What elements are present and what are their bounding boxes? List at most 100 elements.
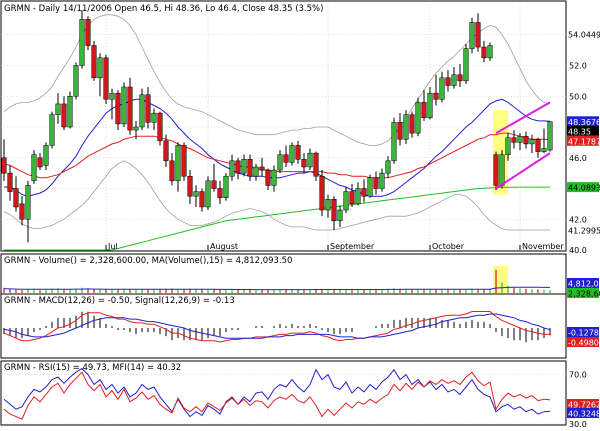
price-value-label: 54.0449 (567, 29, 600, 40)
price-x-tick-label: October (432, 242, 465, 251)
price-candle (463, 43, 469, 84)
candle-body (55, 103, 61, 115)
price-line-red (3, 132, 551, 179)
candle-body (253, 166, 259, 177)
price-candle (169, 153, 175, 186)
candle-body (493, 154, 499, 186)
candle-body (103, 57, 109, 100)
candle-body (67, 96, 73, 128)
price-candle (475, 13, 481, 52)
price-channel (495, 101, 551, 190)
candle-body (79, 19, 85, 66)
price-candle (325, 194, 331, 218)
candle-body (247, 159, 253, 177)
rsi-lines (3, 367, 551, 420)
channel-upper-line (495, 101, 551, 135)
price-candle (241, 154, 247, 177)
macd-signal-line (3, 313, 551, 339)
macd-value-label-text: -0.49803 (568, 339, 600, 348)
rsi-y-tick-label: 70.0 (569, 371, 587, 380)
price-candle (523, 131, 529, 149)
price-candle (79, 10, 85, 69)
candle-body (499, 154, 505, 186)
candle-body (271, 169, 277, 186)
price-candle (259, 157, 265, 177)
price-candle (49, 111, 55, 149)
candle-body (451, 74, 457, 86)
price-candle (67, 91, 73, 129)
price-value-label-text: 41.2995 (568, 227, 600, 236)
candle-body (127, 86, 133, 131)
candle-body (325, 199, 331, 211)
price-value-label: 44.0893 (567, 182, 600, 193)
price-candle (175, 142, 181, 192)
price-candle (541, 128, 547, 154)
price-line-blue (4, 98, 551, 197)
price-candle (349, 183, 355, 207)
price-candle (283, 145, 289, 167)
candle-body (367, 177, 373, 197)
price-candle (505, 133, 511, 161)
candle-body (193, 191, 199, 197)
price-candle (127, 77, 133, 135)
price-candles (1, 10, 553, 243)
price-candle (307, 148, 313, 171)
candle-body (457, 74, 463, 82)
price-value-label-text: 48.35 (568, 127, 591, 136)
candle-body (169, 160, 175, 182)
price-value-label-text: 44.0893 (568, 184, 600, 193)
candle-body (403, 114, 409, 140)
rsi-value-label: 40.3248 (567, 408, 600, 419)
price-value-label-bg (567, 116, 599, 127)
candle-body (511, 137, 517, 143)
candle-body (361, 188, 367, 197)
candle-body (505, 137, 511, 155)
price-candle (319, 170, 325, 217)
price-x-tick-label: August (210, 242, 238, 251)
price-candle (517, 133, 523, 151)
candle-body (331, 199, 337, 222)
price-candle (481, 40, 487, 63)
price-value-label-bg (567, 29, 599, 39)
price-candle (247, 154, 253, 181)
candle-body (289, 145, 295, 163)
price-line-lower (3, 160, 550, 231)
price-value-label-text: 48.3676 (568, 118, 600, 127)
price-candle (193, 185, 199, 207)
price-candle (115, 90, 121, 131)
candle-body (199, 191, 205, 208)
candle-body (313, 152, 319, 177)
price-candle (31, 150, 37, 184)
macd-panel: GRMN - MACD(12,26) = -0.50, Signal(12,26… (0, 293, 600, 359)
candle-body (517, 135, 523, 143)
price-candle (427, 87, 433, 120)
price-candle (289, 142, 295, 166)
candle-body (217, 188, 223, 198)
price-candle (331, 196, 337, 231)
candle-body (337, 209, 343, 222)
price-value-label-text: 47.1787 (568, 137, 600, 146)
price-candle (97, 53, 103, 97)
price-candle (157, 111, 163, 146)
candle-body (49, 114, 55, 146)
price-candle (43, 142, 49, 171)
candle-body (115, 92, 121, 125)
candle-body (133, 126, 139, 131)
macd-panel-title: GRMN - MACD(12,26) = -0.50, Signal(12,26… (4, 296, 235, 306)
price-x-axis: Jul August September October November (105, 242, 564, 251)
price-candle (385, 156, 391, 178)
price-candle (277, 150, 283, 174)
candle-body (265, 169, 271, 186)
candle-body (97, 57, 103, 79)
price-candle (409, 111, 415, 138)
price-candle (205, 176, 211, 211)
price-candle (85, 16, 91, 51)
price-value-label-bg (567, 135, 599, 146)
mfi-line (3, 367, 551, 418)
candle-body (319, 175, 325, 211)
price-x-tick-label: Jul (107, 242, 118, 251)
rsi-value-label: 49.7262 (567, 399, 600, 410)
candle-body (181, 145, 187, 177)
